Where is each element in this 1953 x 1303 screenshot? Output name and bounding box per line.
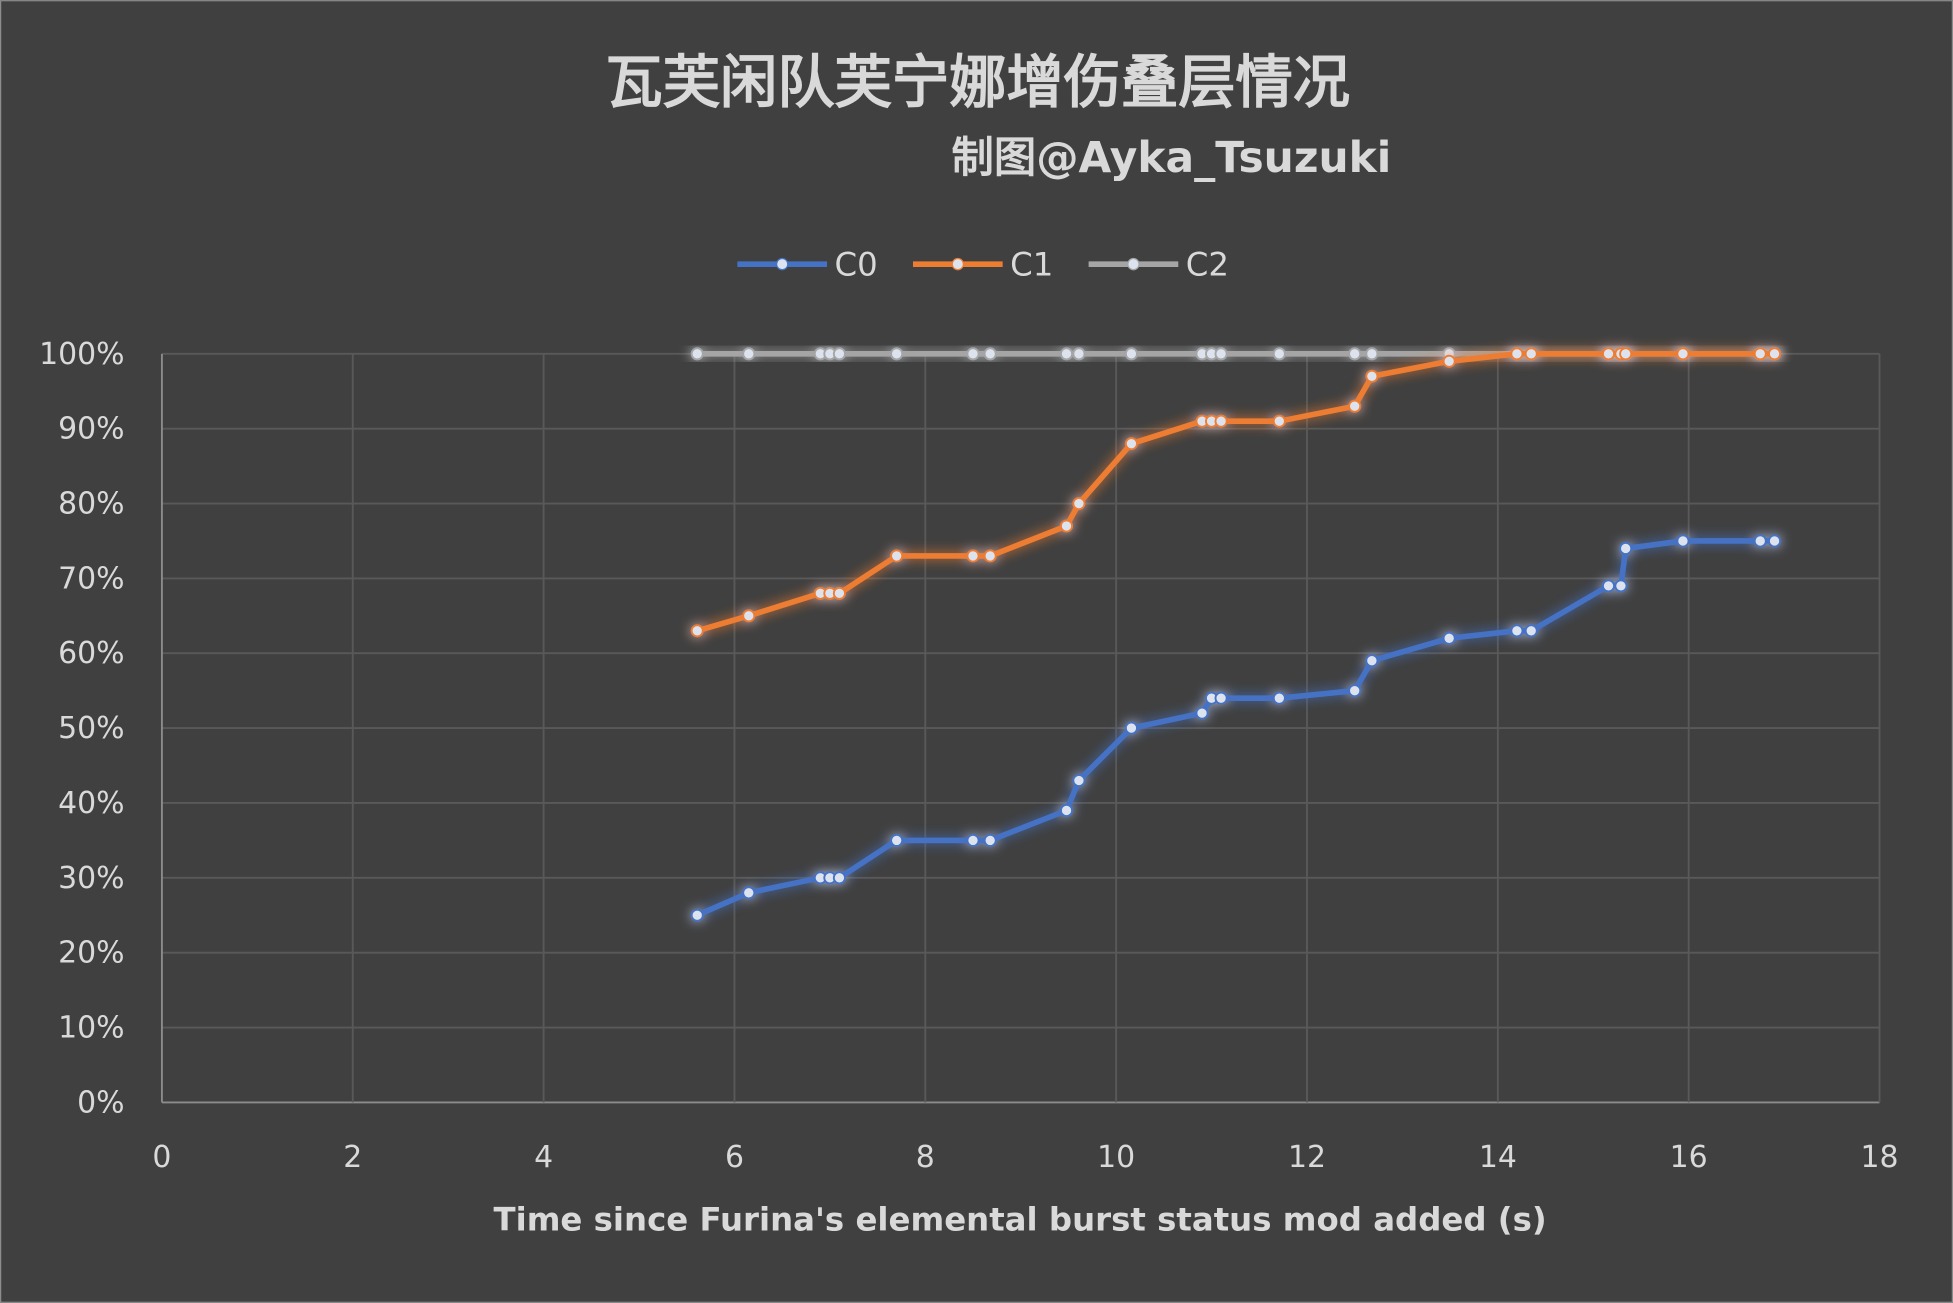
data-point-C0 <box>966 833 980 847</box>
data-point-C0 <box>832 871 846 885</box>
data-point-C1 <box>1365 369 1379 383</box>
data-point-C0 <box>1510 624 1524 638</box>
data-point-C1 <box>1124 437 1138 451</box>
x-tick-label: 8 <box>916 1140 935 1175</box>
y-tick-label: 40% <box>58 786 124 821</box>
data-point-C0 <box>1619 541 1633 555</box>
x-tick-label: 18 <box>1861 1140 1899 1175</box>
data-point-C2 <box>832 347 846 361</box>
y-tick-label: 100% <box>39 337 124 372</box>
legend-label-C2: C2 <box>1186 245 1229 283</box>
data-point-C0 <box>890 833 904 847</box>
data-point-C0 <box>1272 691 1286 705</box>
data-point-C1 <box>966 549 980 563</box>
data-point-C2 <box>1059 347 1074 361</box>
data-point-C1 <box>1753 347 1767 361</box>
data-point-C0 <box>1059 803 1074 817</box>
data-point-C0 <box>1214 691 1228 705</box>
data-point-C1 <box>690 624 704 638</box>
y-tick-label: 60% <box>58 636 124 671</box>
data-point-C2 <box>983 347 997 361</box>
data-point-C0 <box>983 833 997 847</box>
data-point-C2 <box>1072 347 1086 361</box>
data-point-C0 <box>1676 534 1690 548</box>
data-point-C1 <box>1601 347 1616 361</box>
y-tick-label: 0% <box>77 1085 124 1120</box>
data-point-C1 <box>1072 496 1086 511</box>
data-point-C1 <box>1768 347 1782 361</box>
x-tick-label: 16 <box>1670 1140 1708 1175</box>
x-tick-label: 14 <box>1479 1140 1517 1175</box>
data-point-C2 <box>1272 347 1286 361</box>
y-tick-label: 90% <box>58 412 124 447</box>
legend-label-C1: C1 <box>1010 245 1053 283</box>
data-point-C1 <box>1272 414 1286 428</box>
data-point-C2 <box>1124 347 1138 361</box>
data-point-C2 <box>742 347 756 361</box>
x-tick-label: 12 <box>1288 1140 1326 1175</box>
data-point-C1 <box>983 549 997 563</box>
data-point-C1 <box>1214 414 1228 428</box>
data-point-C1 <box>1442 354 1456 368</box>
y-tick-label: 70% <box>58 561 124 596</box>
legend-marker-C0 <box>775 257 789 271</box>
data-point-C1 <box>1619 347 1633 361</box>
x-tick-label: 4 <box>534 1140 553 1175</box>
data-point-C1 <box>1348 399 1362 413</box>
data-point-C2 <box>1214 347 1228 361</box>
x-tick-label: 2 <box>343 1140 362 1175</box>
data-point-C0 <box>742 886 756 900</box>
x-axis-label: Time since Furina's elemental burst stat… <box>494 1201 1547 1239</box>
data-point-C1 <box>1059 519 1074 533</box>
chart-title: 瓦芙闲队芙宁娜增伤叠层情况 <box>605 49 1350 116</box>
data-point-C1 <box>1524 347 1538 361</box>
series-C1 <box>690 347 1782 638</box>
data-point-C0 <box>1124 721 1138 735</box>
data-point-C0 <box>1768 534 1782 548</box>
data-point-C0 <box>690 908 704 922</box>
data-point-C0 <box>1601 579 1616 593</box>
data-point-C0 <box>1614 579 1628 593</box>
data-point-C0 <box>1365 654 1379 668</box>
data-point-C0 <box>1753 534 1767 548</box>
x-tick-label: 6 <box>725 1140 744 1175</box>
data-point-C0 <box>1442 631 1456 645</box>
data-point-C2 <box>1348 347 1362 361</box>
grid <box>160 352 1881 1104</box>
legend-label-C0: C0 <box>835 245 878 283</box>
data-point-C2 <box>966 347 980 361</box>
y-tick-label: 20% <box>58 936 124 971</box>
data-point-C1 <box>890 549 904 563</box>
data-point-C1 <box>1510 347 1524 361</box>
data-point-C0 <box>1195 706 1209 720</box>
data-point-C0 <box>1072 773 1086 788</box>
data-point-C2 <box>690 347 704 361</box>
y-tick-label: 30% <box>58 861 124 896</box>
legend-marker-C1 <box>951 257 965 271</box>
data-point-C1 <box>1676 347 1690 361</box>
series <box>690 347 1782 922</box>
legend-marker-C2 <box>1127 257 1140 271</box>
y-tick-label: 10% <box>58 1010 124 1045</box>
legend: C0 C1 C2 <box>737 245 1229 283</box>
tick-labels: 0% 10% 20% 30% 40% 50% 60% 70% 80% 90% 100% 0 2 4 6 8 10… <box>39 337 1898 1175</box>
series-C0 <box>690 534 1782 922</box>
x-tick-label: 0 <box>152 1140 171 1175</box>
x-tick-label: 10 <box>1097 1140 1135 1175</box>
chart-subtitle: 制图@Ayka_Tsuzuki <box>952 133 1392 182</box>
y-tick-label: 80% <box>58 486 124 521</box>
data-point-C2 <box>1365 347 1379 361</box>
y-tick-label: 50% <box>58 711 124 746</box>
data-point-C1 <box>742 609 756 623</box>
data-point-C2 <box>890 347 904 361</box>
data-point-C1 <box>832 586 846 600</box>
data-point-C0 <box>1348 684 1362 698</box>
data-point-C0 <box>1524 624 1538 638</box>
